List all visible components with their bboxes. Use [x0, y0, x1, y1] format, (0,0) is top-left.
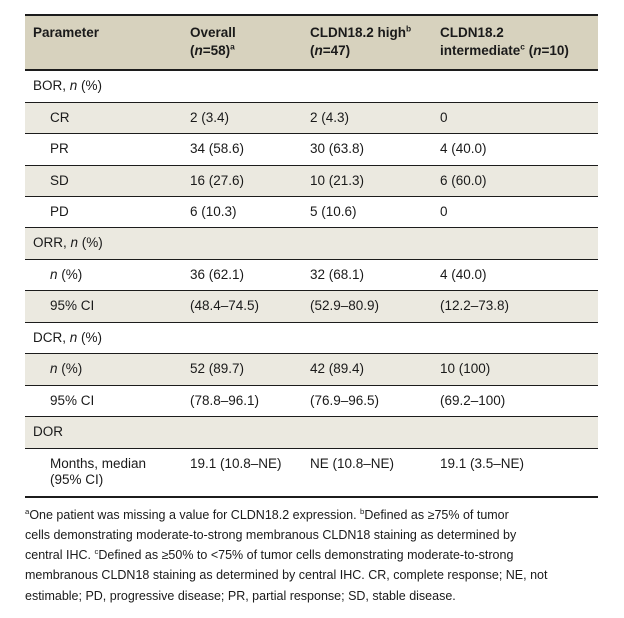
cell-overall: [190, 70, 310, 103]
results-table: Parameter Overall (n=58)a CLDN18.2 highb(…: [25, 13, 598, 498]
cell-high: 5 (10.6): [310, 196, 440, 229]
row-label: PR: [25, 133, 190, 166]
cell-intermediate: 4 (40.0): [440, 133, 598, 166]
cell-intermediate: (12.2–73.8): [440, 290, 598, 323]
data-row-dcr-ci: 95% CI (78.8–96.1) (76.9–96.5) (69.2–100…: [25, 385, 598, 418]
cell-high: 32 (68.1): [310, 259, 440, 292]
results-table-figure: Parameter Overall (n=58)a CLDN18.2 highb(…: [25, 13, 598, 606]
cell-overall: (78.8–96.1): [190, 385, 310, 418]
cell-overall: [190, 322, 310, 355]
cell-overall: [190, 227, 310, 260]
cell-high: [310, 322, 440, 355]
section-row-orr: ORR, n (%): [25, 227, 598, 260]
col-header-cldn182-intermediate: CLDN18.2 intermediatec (n=10): [440, 13, 598, 72]
row-label: CR: [25, 102, 190, 135]
cell-intermediate: 0: [440, 196, 598, 229]
cell-high: [310, 416, 440, 449]
cell-intermediate: (69.2–100): [440, 385, 598, 418]
table-body: BOR, n (%) CR 2 (3.4) 2 (4.3) 0 PR 34 (5…: [25, 70, 598, 498]
cell-overall: 2 (3.4): [190, 102, 310, 135]
row-label: ORR, n (%): [25, 227, 190, 260]
row-label: n (%): [25, 353, 190, 386]
cell-high: [310, 227, 440, 260]
cell-high: [310, 70, 440, 103]
data-row-dcr-n: n (%) 52 (89.7) 42 (89.4) 10 (100): [25, 353, 598, 386]
section-row-dcr: DCR, n (%): [25, 322, 598, 355]
data-row-pd: PD 6 (10.3) 5 (10.6) 0: [25, 196, 598, 229]
cell-high: 42 (89.4): [310, 353, 440, 386]
row-label: Months, median (95% CI): [25, 448, 190, 498]
data-row-orr-ci: 95% CI (48.4–74.5) (52.9–80.9) (12.2–73.…: [25, 290, 598, 323]
data-row-pr: PR 34 (58.6) 30 (63.8) 4 (40.0): [25, 133, 598, 166]
cell-high: 2 (4.3): [310, 102, 440, 135]
row-label: 95% CI: [25, 385, 190, 418]
row-label: 95% CI: [25, 290, 190, 323]
cell-intermediate: 19.1 (3.5–NE): [440, 448, 598, 498]
cell-intermediate: 10 (100): [440, 353, 598, 386]
cell-high: (76.9–96.5): [310, 385, 440, 418]
cell-high: (52.9–80.9): [310, 290, 440, 323]
cell-overall: 52 (89.7): [190, 353, 310, 386]
data-row-sd: SD 16 (27.6) 10 (21.3) 6 (60.0): [25, 165, 598, 197]
cell-overall: 19.1 (10.8–NE): [190, 448, 310, 498]
row-label: n (%): [25, 259, 190, 292]
data-row-orr-n: n (%) 36 (62.1) 32 (68.1) 4 (40.0): [25, 259, 598, 292]
cell-high: 10 (21.3): [310, 165, 440, 197]
cell-intermediate: [440, 416, 598, 449]
cell-overall: 34 (58.6): [190, 133, 310, 166]
table-header: Parameter Overall (n=58)a CLDN18.2 highb(…: [25, 13, 598, 72]
col-header-parameter: Parameter: [25, 13, 190, 72]
cell-intermediate: 6 (60.0): [440, 165, 598, 197]
table-footnote: aOne patient was missing a value for CLD…: [25, 506, 548, 603]
col-header-cldn182-high: CLDN18.2 highb (n=47): [310, 13, 440, 72]
cell-intermediate: 0: [440, 102, 598, 135]
col-header-overall: Overall (n=58)a: [190, 13, 310, 72]
cell-intermediate: 4 (40.0): [440, 259, 598, 292]
cell-high: NE (10.8–NE): [310, 448, 440, 498]
row-label: DCR, n (%): [25, 322, 190, 355]
cell-intermediate: [440, 70, 598, 103]
section-row-bor: BOR, n (%): [25, 70, 598, 103]
header-row: Parameter Overall (n=58)a CLDN18.2 highb(…: [25, 13, 598, 72]
data-row-cr: CR 2 (3.4) 2 (4.3) 0: [25, 102, 598, 135]
cell-intermediate: [440, 322, 598, 355]
cell-overall: 16 (27.6): [190, 165, 310, 197]
row-label: SD: [25, 165, 190, 197]
row-label: DOR: [25, 416, 190, 449]
cell-overall: 6 (10.3): [190, 196, 310, 229]
row-label: PD: [25, 196, 190, 229]
row-label: BOR, n (%): [25, 70, 190, 103]
cell-overall: (48.4–74.5): [190, 290, 310, 323]
cell-high: 30 (63.8): [310, 133, 440, 166]
cell-intermediate: [440, 227, 598, 260]
data-row-dor-median: Months, median (95% CI) 19.1 (10.8–NE) NE…: [25, 448, 598, 498]
cell-overall: [190, 416, 310, 449]
section-row-dor: DOR: [25, 416, 598, 449]
cell-overall: 36 (62.1): [190, 259, 310, 292]
